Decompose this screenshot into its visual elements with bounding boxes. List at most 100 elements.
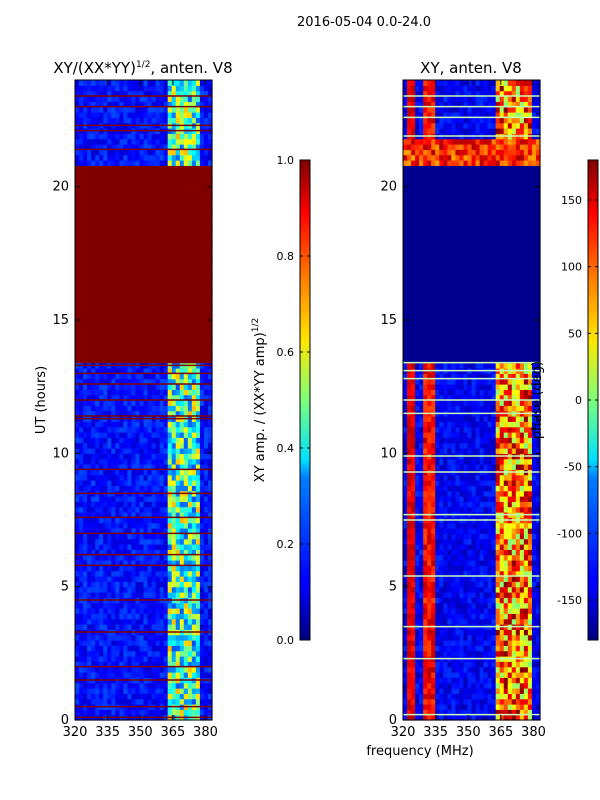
heatmap-cell bbox=[131, 133, 137, 140]
heatmap-cell bbox=[207, 688, 213, 694]
heatmap-cell bbox=[99, 592, 104, 598]
heatmap-cell bbox=[135, 656, 141, 662]
heatmap-cell bbox=[423, 586, 428, 593]
heatmap-cell bbox=[159, 682, 165, 689]
heatmap-cell bbox=[103, 325, 108, 332]
heatmap-cell bbox=[115, 538, 120, 545]
heatmap-cell bbox=[95, 581, 100, 588]
heatmap-cell bbox=[195, 352, 201, 358]
heatmap-cell bbox=[511, 693, 517, 700]
heatmap-cell bbox=[203, 304, 209, 310]
heatmap-cell bbox=[203, 682, 209, 689]
heatmap-cell bbox=[111, 645, 116, 652]
heatmap-cell bbox=[171, 442, 177, 449]
heatmap-cell bbox=[527, 698, 533, 705]
heatmap-cell bbox=[115, 522, 120, 529]
heatmap-cell bbox=[135, 661, 141, 668]
heatmap-cell bbox=[187, 709, 193, 716]
heatmap-cell bbox=[511, 677, 517, 684]
heatmap-cell bbox=[471, 640, 477, 646]
heatmap-cell bbox=[95, 458, 100, 465]
heatmap-cell bbox=[135, 672, 141, 678]
heatmap-cell bbox=[87, 218, 92, 225]
heatmap-cell bbox=[111, 688, 116, 694]
heatmap-cell bbox=[75, 208, 80, 214]
heatmap-cell bbox=[171, 421, 177, 428]
heatmap-cell bbox=[99, 453, 104, 460]
heatmap-cell bbox=[483, 682, 489, 689]
heatmap-cell bbox=[183, 634, 189, 641]
heatmap-cell bbox=[523, 634, 529, 641]
heatmap-cell bbox=[119, 133, 124, 140]
heatmap-cell bbox=[143, 432, 149, 438]
heatmap-cell bbox=[131, 229, 137, 236]
heatmap-cell bbox=[459, 650, 465, 657]
heatmap-cell bbox=[111, 154, 116, 161]
heatmap-cell bbox=[415, 698, 420, 705]
heatmap-cell bbox=[127, 96, 133, 102]
heatmap-cell bbox=[507, 672, 513, 678]
heatmap-cell bbox=[87, 432, 92, 438]
heatmap-cell bbox=[147, 106, 153, 113]
heatmap-cell bbox=[499, 693, 505, 700]
heatmap-cell bbox=[459, 629, 465, 636]
heatmap-cell bbox=[87, 202, 92, 209]
heatmap-cell bbox=[191, 650, 197, 657]
heatmap-cell bbox=[87, 357, 92, 364]
heatmap-cell bbox=[183, 672, 189, 678]
heatmap-cell bbox=[463, 613, 469, 620]
suptitle: 2016-05-04 0.0-24.0 bbox=[297, 15, 431, 30]
heatmap-cell bbox=[163, 533, 169, 540]
heatmap-cell bbox=[503, 677, 509, 684]
heatmap-cell bbox=[143, 501, 149, 508]
heatmap-cell bbox=[103, 106, 108, 113]
heatmap-cell bbox=[79, 458, 84, 465]
heatmap-cell bbox=[487, 650, 493, 657]
heatmap-cell bbox=[155, 250, 161, 257]
heatmap-cell bbox=[463, 677, 469, 684]
heatmap-cell bbox=[131, 426, 137, 433]
heatmap-cell bbox=[75, 272, 80, 278]
heatmap-cell bbox=[195, 282, 201, 289]
heatmap-cell bbox=[135, 469, 141, 476]
heatmap-cell bbox=[195, 250, 201, 257]
heatmap-cell bbox=[427, 645, 432, 652]
heatmap-cell bbox=[443, 650, 448, 657]
heatmap-cell bbox=[519, 618, 525, 625]
heatmap-cell bbox=[99, 266, 104, 273]
heatmap-cell bbox=[91, 320, 96, 326]
heatmap-cell bbox=[519, 645, 525, 652]
heatmap-cell bbox=[407, 704, 412, 710]
heatmap-cell bbox=[151, 426, 157, 433]
heatmap-cell bbox=[143, 544, 149, 550]
heatmap-cell bbox=[119, 138, 124, 145]
heatmap-cell bbox=[191, 341, 197, 348]
heatmap-cell bbox=[95, 346, 100, 353]
heatmap-cell bbox=[411, 693, 416, 700]
heatmap-cell bbox=[179, 341, 185, 348]
heatmap-cell bbox=[171, 565, 177, 572]
heatmap-cell bbox=[479, 661, 485, 668]
heatmap-cell bbox=[103, 645, 108, 652]
heatmap-cell bbox=[103, 570, 108, 577]
heatmap-cell bbox=[131, 570, 137, 577]
heatmap-cell bbox=[127, 245, 133, 252]
heatmap-cell bbox=[83, 352, 88, 358]
heatmap-cell bbox=[179, 645, 185, 652]
heatmap-cell bbox=[167, 432, 173, 438]
heatmap-cell bbox=[91, 293, 96, 300]
heatmap-cell bbox=[139, 304, 145, 310]
heatmap-cell bbox=[103, 336, 108, 342]
heatmap-cell bbox=[87, 506, 92, 513]
heatmap-cell bbox=[119, 293, 124, 300]
heatmap-cell bbox=[131, 661, 137, 668]
heatmap-cell bbox=[199, 165, 205, 172]
heatmap-cell bbox=[151, 485, 157, 492]
heatmap-cell bbox=[527, 682, 533, 689]
heatmap-cell bbox=[123, 618, 128, 625]
heatmap-cell bbox=[199, 496, 205, 502]
heatmap-cell bbox=[115, 160, 120, 166]
heatmap-cell bbox=[159, 165, 165, 172]
heatmap-cell bbox=[115, 650, 120, 657]
heatmap-cell bbox=[147, 613, 153, 620]
